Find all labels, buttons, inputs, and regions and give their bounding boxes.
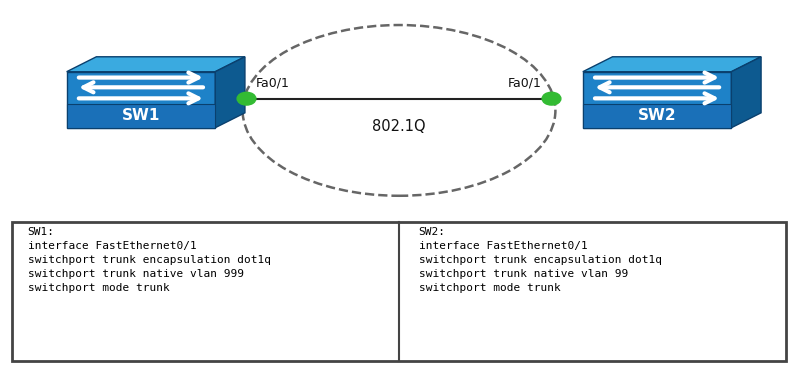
Polygon shape: [67, 72, 215, 128]
Circle shape: [542, 92, 561, 105]
Polygon shape: [732, 57, 761, 128]
Polygon shape: [583, 57, 761, 72]
Text: SW2: SW2: [638, 109, 677, 124]
Polygon shape: [583, 104, 732, 128]
Polygon shape: [215, 57, 245, 128]
Text: SW1:
interface FastEthernet0/1
switchport trunk encapsulation dot1q
switchport t: SW1: interface FastEthernet0/1 switchpor…: [27, 227, 271, 293]
Text: 802.1Q: 802.1Q: [372, 119, 426, 134]
Text: Fa0/1: Fa0/1: [508, 76, 542, 89]
Polygon shape: [67, 57, 245, 72]
Text: SW1: SW1: [122, 109, 160, 124]
Text: SW2:
interface FastEthernet0/1
switchport trunk encapsulation dot1q
switchport t: SW2: interface FastEthernet0/1 switchpor…: [419, 227, 662, 293]
Circle shape: [237, 92, 256, 105]
Text: Fa0/1: Fa0/1: [256, 76, 290, 89]
Polygon shape: [67, 104, 215, 128]
Polygon shape: [583, 72, 732, 128]
FancyBboxPatch shape: [12, 222, 786, 361]
